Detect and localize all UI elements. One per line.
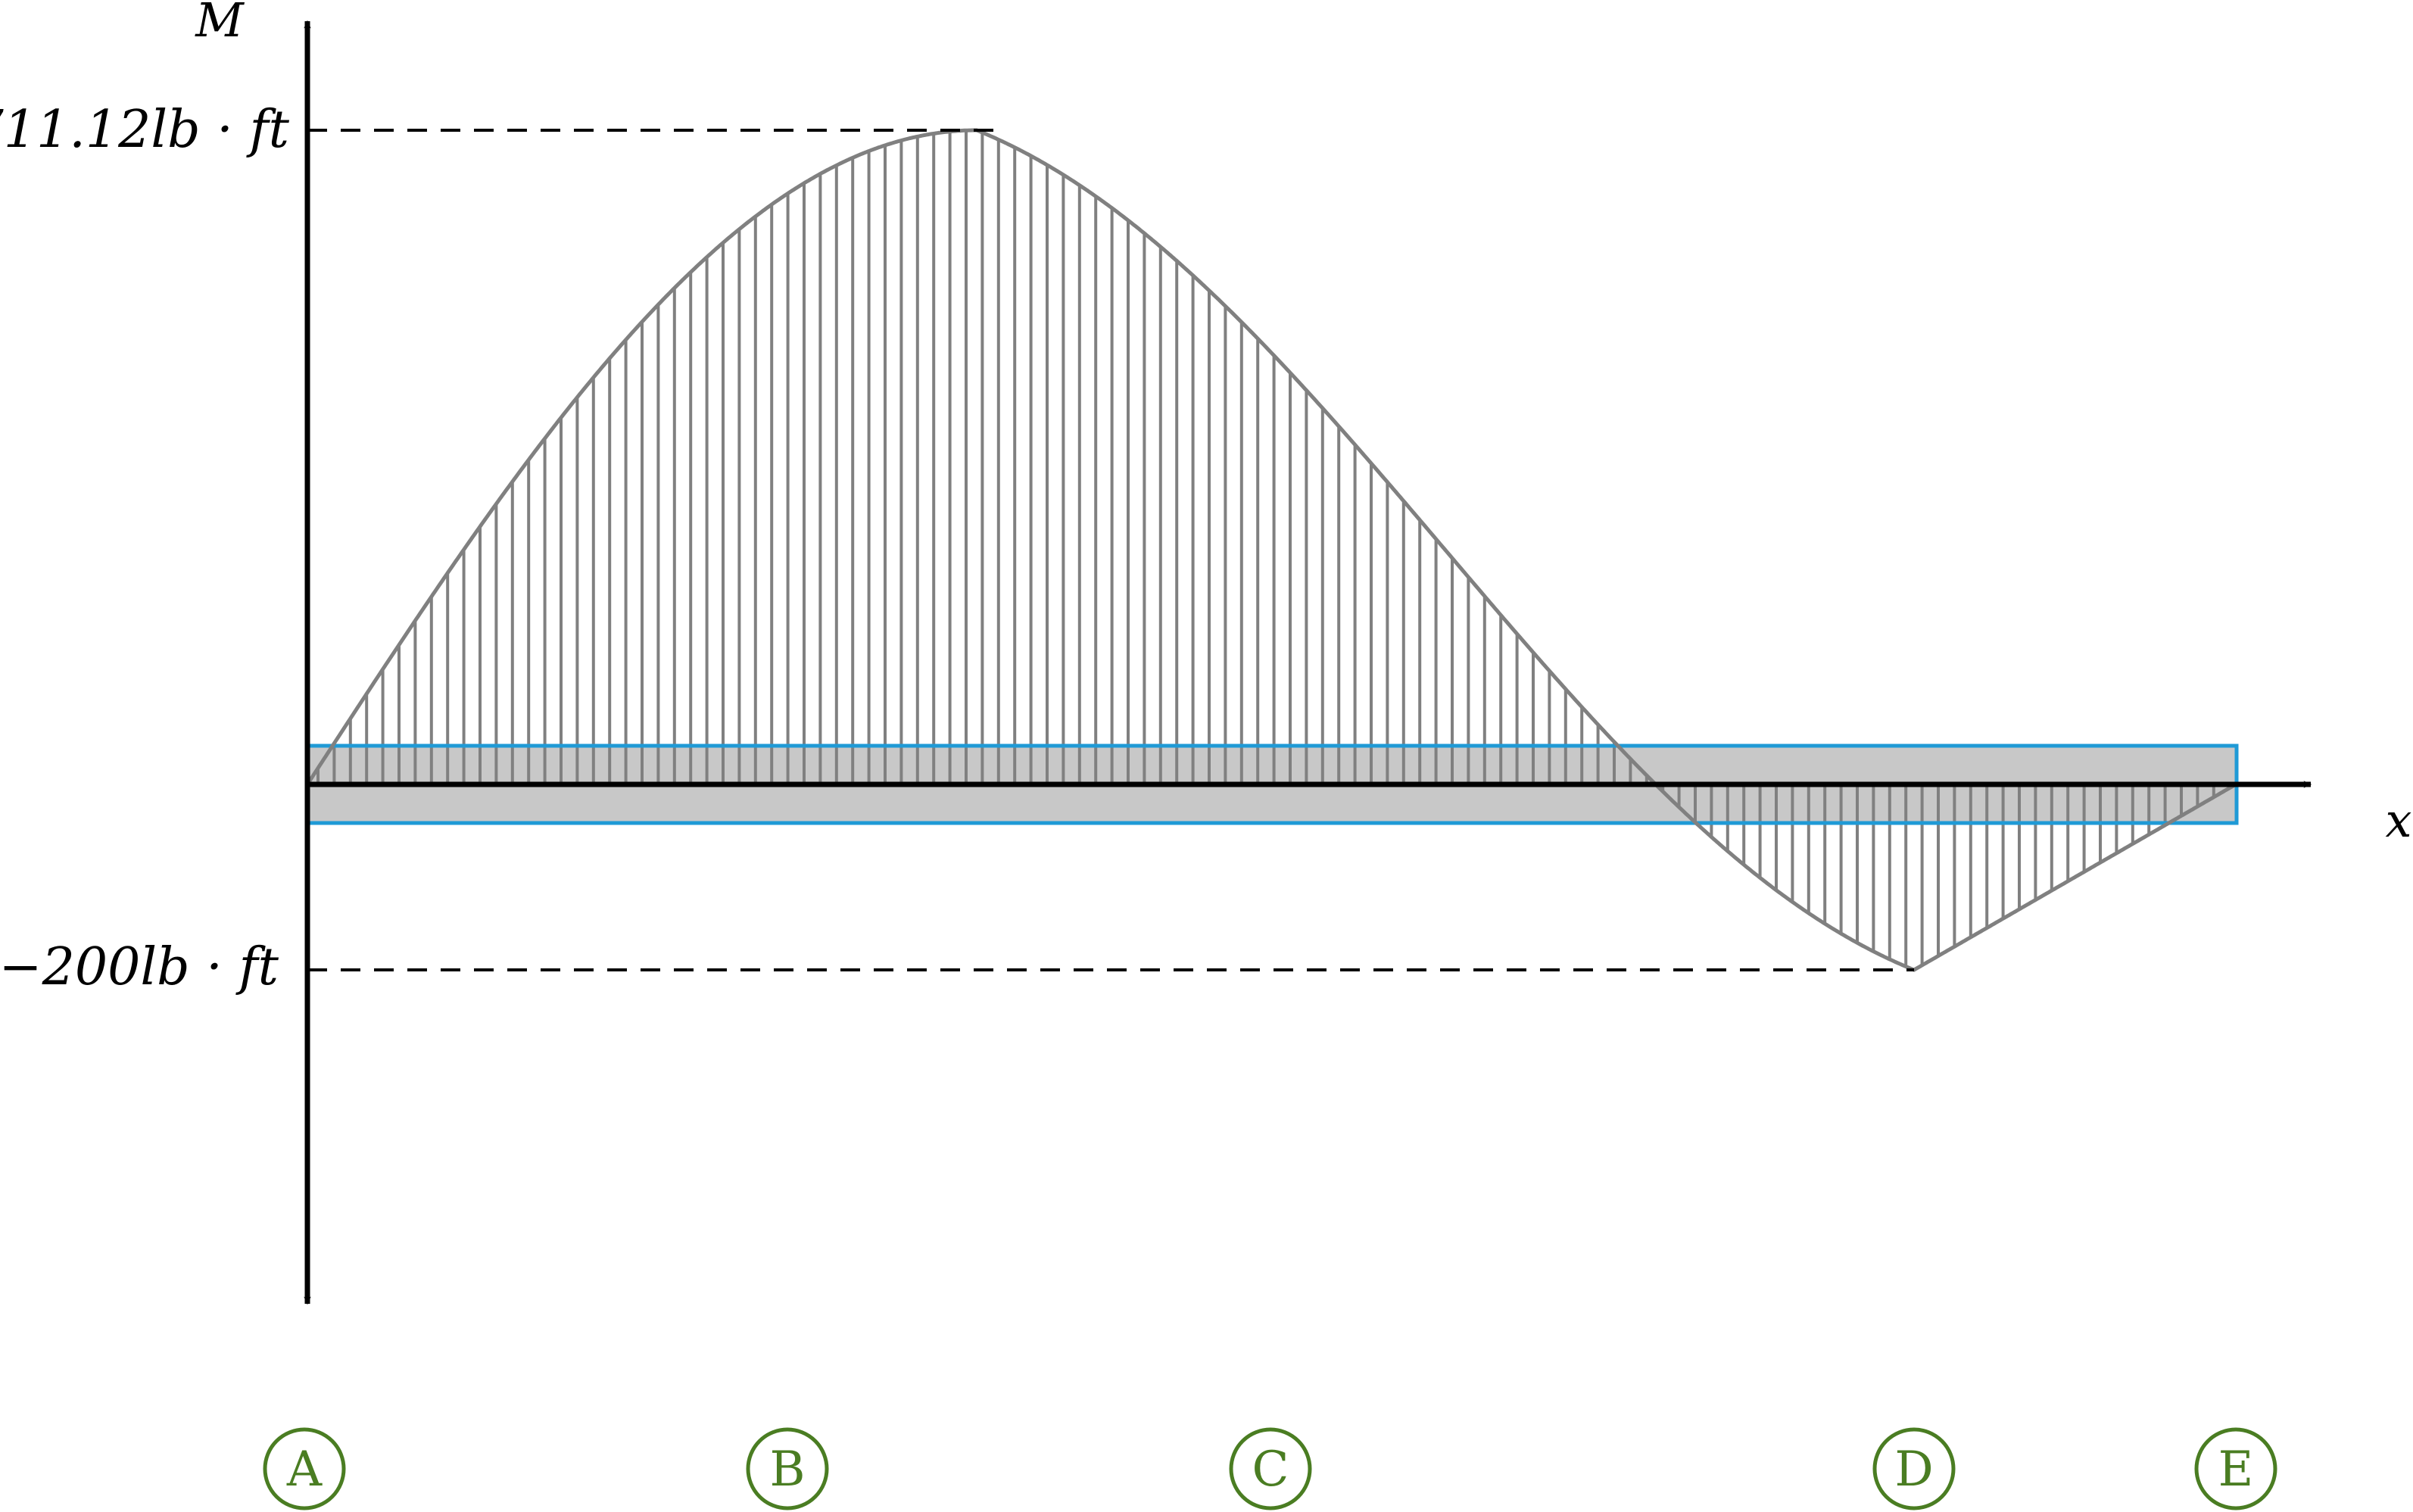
min-moment-label: −200lb · ft	[0, 937, 279, 997]
point-label: E	[2218, 1442, 2254, 1498]
y-axis-label: M	[195, 0, 245, 48]
point-marker-b: B	[748, 1429, 827, 1508]
point-marker-e: E	[2196, 1429, 2275, 1508]
point-marker-d: D	[1875, 1429, 1953, 1508]
point-marker-c: C	[1231, 1429, 1310, 1508]
point-label: A	[286, 1442, 323, 1498]
point-label: C	[1252, 1442, 1289, 1498]
x-axis-label: x	[2386, 793, 2412, 848]
max-moment-label: 711.12lb · ft	[0, 100, 290, 160]
point-marker-a: A	[265, 1429, 344, 1508]
point-label: B	[769, 1442, 805, 1498]
moment-hatching	[318, 130, 2230, 966]
moment-curve	[307, 130, 2236, 970]
point-label: D	[1894, 1442, 1933, 1498]
